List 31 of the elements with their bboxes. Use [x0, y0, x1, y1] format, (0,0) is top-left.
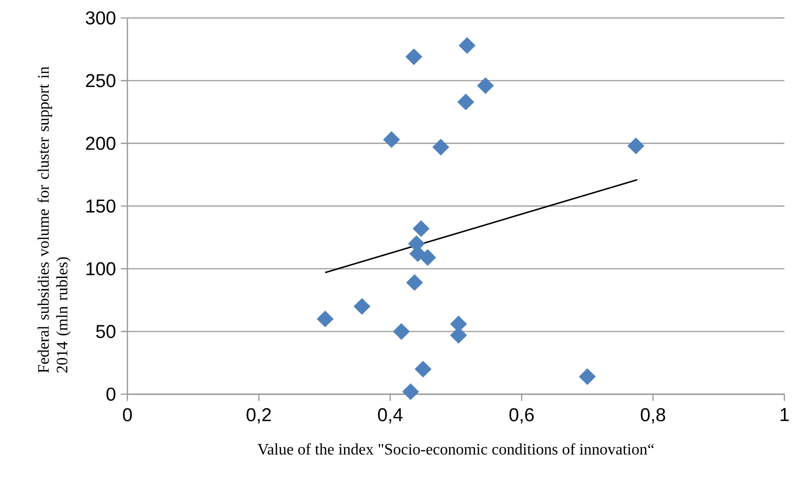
x-tick-label: 0,6 — [509, 408, 534, 424]
x-tick-label: 0,2 — [246, 408, 271, 424]
point — [406, 48, 422, 66]
y-tick-label: 200 — [86, 136, 116, 150]
y-tick-label: 150 — [86, 200, 116, 213]
point — [406, 274, 423, 291]
y-tick-label: 250 — [86, 74, 116, 88]
point — [393, 323, 410, 340]
y-tick-label: 100 — [86, 262, 116, 276]
x-axis-title: Value of the index "Socio-economic conditions of innovation“ — [258, 443, 654, 455]
y-tick-label: 50 — [96, 325, 116, 338]
y-tick-label: 0 — [106, 388, 116, 401]
x-tick-label: 1 — [780, 408, 789, 422]
point — [457, 94, 474, 110]
y-tick-label: 300 — [86, 11, 116, 25]
point — [402, 384, 419, 400]
point — [316, 310, 334, 328]
x-tick-label: 0 — [122, 408, 132, 422]
point — [383, 131, 400, 148]
point — [419, 249, 436, 266]
point — [578, 368, 596, 385]
point — [414, 360, 432, 378]
x-tick-label: 0,8 — [640, 408, 666, 424]
point — [477, 78, 494, 94]
point — [354, 298, 370, 315]
y-axis-title: Federal subsidies volume for cluster support in 2014 (mln rubles) — [37, 66, 71, 373]
point — [432, 138, 450, 156]
x-tick-label: 0,4 — [378, 408, 403, 424]
point — [458, 37, 476, 54]
point — [628, 138, 644, 154]
point — [412, 220, 430, 237]
